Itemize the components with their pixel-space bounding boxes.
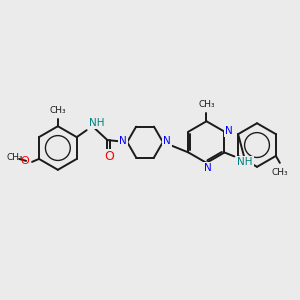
Text: NH: NH [237,158,253,167]
Text: CH₃: CH₃ [7,153,23,162]
Text: NH: NH [88,118,104,128]
Text: N: N [163,136,171,146]
Text: O: O [104,150,114,164]
Text: N: N [204,163,211,173]
Text: N: N [225,126,232,136]
Text: CH₃: CH₃ [272,168,288,177]
Text: CH₃: CH₃ [50,106,66,115]
Text: N: N [119,136,127,146]
Text: CH₃: CH₃ [198,100,215,109]
Text: O: O [20,156,29,166]
